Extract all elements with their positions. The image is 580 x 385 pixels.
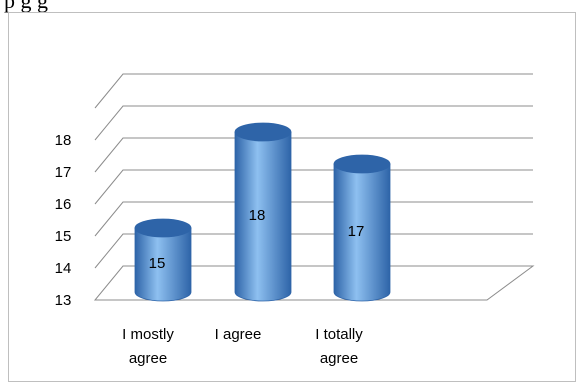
bar-top [333,154,391,174]
y-tick-label: 18 [55,132,72,149]
x-category-label: I totally [315,326,363,343]
x-category-label: agree [320,350,358,367]
data-label: 15 [149,255,166,272]
y-tick-label: 14 [55,260,72,277]
bar: 18 [234,122,292,302]
bar-top [234,122,292,142]
x-axis-categories: I mostly agree I agree I totally agree [122,326,363,367]
y-tick-label: 15 [55,228,72,245]
gridline [94,169,533,205]
bar: 15 [134,218,192,302]
data-label: 18 [249,207,266,224]
chart-grid [93,73,535,301]
bar-top [134,218,192,238]
bar-body [333,163,391,302]
bar-body [134,227,192,302]
gridline [94,105,533,141]
bar: 17 [333,154,391,302]
chart-bars: 15 18 17 [134,122,391,302]
data-label: 17 [348,223,365,240]
x-category-label: I mostly [122,326,174,343]
gridline [94,233,533,269]
x-category-label: agree [129,350,167,367]
x-category-label: I agree [215,326,262,343]
gridline [94,201,533,237]
gridline [94,73,533,109]
y-tick-label: 13 [55,292,72,309]
page-header-fragment: p g g [4,0,48,13]
y-tick-label: 17 [55,164,72,181]
gridline [94,137,533,173]
y-tick-label: 16 [55,196,72,213]
y-axis-ticks: 13 14 15 16 17 18 [55,132,72,309]
bar-body [234,131,292,302]
